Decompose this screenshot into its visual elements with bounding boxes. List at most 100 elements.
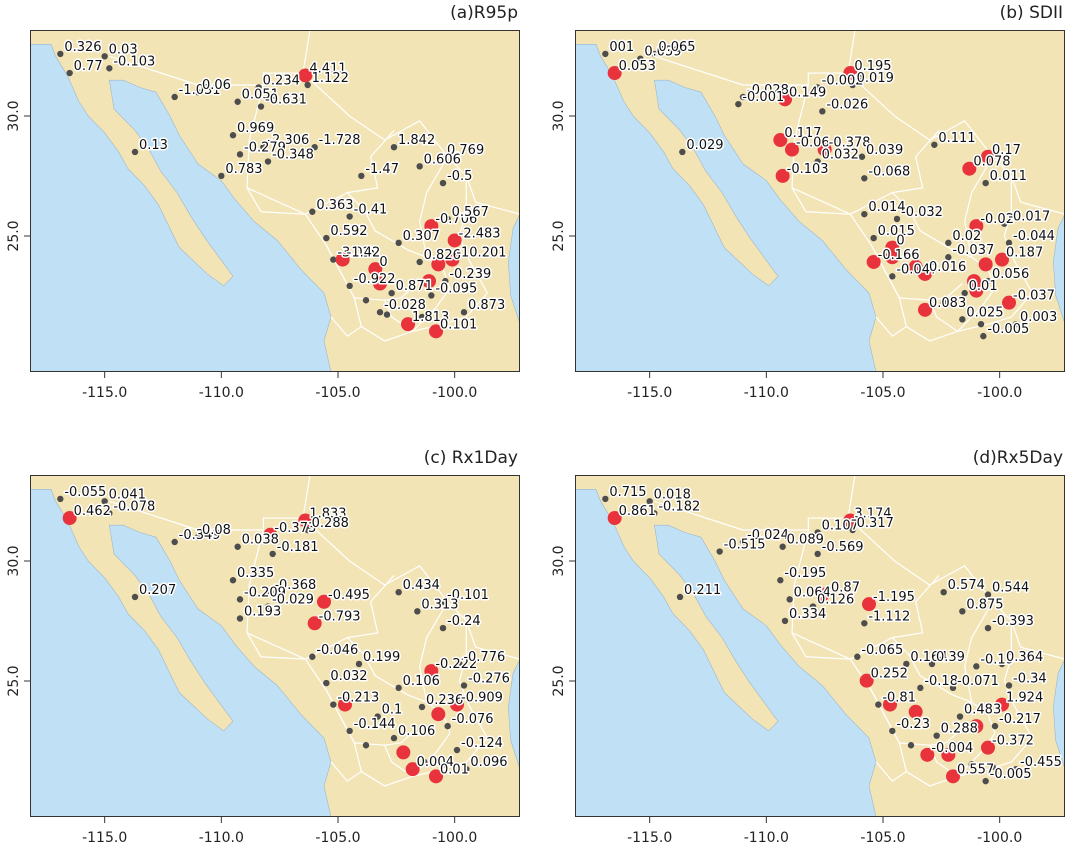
station-value-label: -0.217 xyxy=(999,712,1041,727)
station-value-label: -0.793 xyxy=(319,609,361,624)
significant-station-marker xyxy=(962,161,977,176)
station-marker xyxy=(418,703,426,711)
station-value-label: 0.03 xyxy=(109,42,138,57)
station-value-label: -0.103 xyxy=(787,162,829,177)
state-border xyxy=(847,30,856,74)
station-value-label: 0.011 xyxy=(990,169,1027,184)
state-border xyxy=(419,156,451,289)
station-marker xyxy=(460,309,468,316)
station-value-label: 0.059 xyxy=(644,45,681,60)
station-value-label: -0.071 xyxy=(957,674,999,689)
station-value-label: -0.166 xyxy=(878,248,920,263)
station-value-label: -0.23 xyxy=(896,717,930,732)
significant-station-marker xyxy=(396,745,411,760)
station-marker xyxy=(973,663,980,670)
station-marker xyxy=(977,320,985,328)
station-marker xyxy=(439,598,447,605)
map-panel: -0.055 0.041 0.462 -0.078 1.833 -0.373 0.288 -0… xyxy=(6,448,530,862)
state-border xyxy=(246,130,395,215)
station-value-label: -0.005 xyxy=(990,767,1032,782)
station-marker xyxy=(414,608,421,615)
state-border xyxy=(875,761,907,782)
station-marker xyxy=(374,713,381,720)
significant-station-marker xyxy=(307,616,322,631)
station-marker xyxy=(218,172,225,180)
station-value-label: -0.004 xyxy=(931,741,973,756)
station-value-label: 0.01 xyxy=(969,279,998,294)
station-marker xyxy=(651,50,658,58)
station-value-label: 0.149 xyxy=(789,85,826,100)
station-value-label: 0.195 xyxy=(854,59,891,74)
station-value-label: -0.372 xyxy=(992,734,1034,749)
station-marker xyxy=(781,617,789,625)
station-marker xyxy=(234,543,241,550)
significant-station-marker xyxy=(885,240,900,255)
station-value-label: 0.096 xyxy=(470,755,507,770)
station-marker xyxy=(849,526,856,534)
significant-station-marker xyxy=(298,513,313,528)
station-value-label: 0.064 xyxy=(794,585,831,600)
state-border xyxy=(302,475,311,519)
station-value-label: 0.364 xyxy=(1006,650,1043,665)
station-value-label: 0.02 xyxy=(952,229,981,244)
station-marker xyxy=(889,273,896,280)
station-value-label: 0.193 xyxy=(244,604,281,619)
station-value-label: -0.101 xyxy=(447,588,489,603)
station-value-label: -1.42 xyxy=(347,246,381,261)
significant-station-marker xyxy=(263,527,278,542)
station-marker xyxy=(984,277,992,285)
station-marker xyxy=(940,588,947,596)
station-value-label: -0.378 xyxy=(829,136,871,151)
significant-station-marker xyxy=(885,250,900,265)
station-marker xyxy=(739,538,747,546)
station-value-label: -1.112 xyxy=(868,609,910,624)
station-value-label: 0.873 xyxy=(468,298,505,313)
station-marker xyxy=(980,332,987,340)
station-value-label: -0.068 xyxy=(868,164,910,179)
station-marker xyxy=(676,593,684,601)
state-border xyxy=(898,297,958,342)
significant-station-marker xyxy=(817,142,832,157)
state-border xyxy=(346,637,427,703)
station-value-label: -0.028 xyxy=(384,298,426,313)
x-tick-label: -100.0 xyxy=(977,385,1022,401)
station-marker xyxy=(1005,239,1013,247)
station-marker xyxy=(1012,765,1020,773)
station-marker xyxy=(229,132,237,139)
station-marker xyxy=(651,510,658,517)
station-marker xyxy=(267,588,274,596)
station-marker xyxy=(814,529,821,536)
station-marker xyxy=(395,684,402,692)
x-tick-label: -100.0 xyxy=(977,830,1022,846)
station-value-label: -0.195 xyxy=(784,566,826,581)
station-marker xyxy=(602,50,609,58)
significant-station-marker xyxy=(946,769,960,784)
station-marker xyxy=(304,81,311,89)
station-marker xyxy=(323,679,330,687)
station-value-label: -0.239 xyxy=(449,267,491,282)
station-value-label: -0.002 xyxy=(822,73,864,88)
station-value-label: -0.909 xyxy=(461,691,503,706)
station-value-label: 0.606 xyxy=(424,152,461,167)
station-marker xyxy=(861,620,868,627)
station-marker xyxy=(390,734,398,742)
station-marker xyxy=(875,701,882,708)
station-value-label: -0.455 xyxy=(1020,755,1062,770)
station-value-label: -0.032 xyxy=(901,205,943,220)
panel-title: (d)Rx5Day xyxy=(972,448,1063,468)
station-marker xyxy=(1005,682,1013,689)
station-value-label: 0.17 xyxy=(992,143,1021,158)
station-value-label: -1.031 xyxy=(179,83,221,98)
station-value-label: -0.182 xyxy=(658,499,700,514)
station-value-label: 0.019 xyxy=(857,71,894,86)
station-marker xyxy=(917,684,924,692)
x-tick-label: -105.0 xyxy=(860,830,905,846)
station-marker xyxy=(311,143,318,151)
station-value-label: -0.87 xyxy=(826,581,860,596)
significant-station-marker xyxy=(908,704,923,719)
station-value-label: -0.005 xyxy=(987,322,1029,337)
state-border xyxy=(1003,175,1033,294)
significant-station-marker xyxy=(607,511,622,526)
station-marker xyxy=(106,65,113,72)
